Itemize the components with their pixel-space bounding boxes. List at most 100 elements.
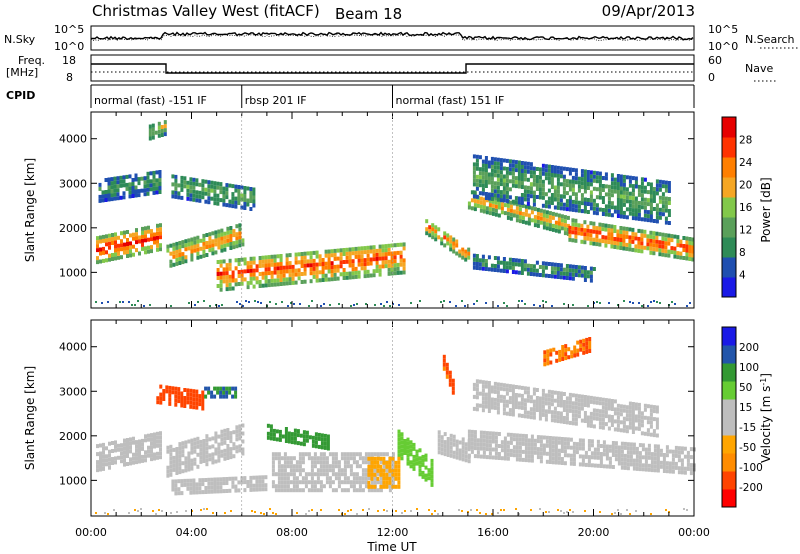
heatmap-cell — [503, 444, 507, 449]
heatmap-cell — [424, 477, 428, 482]
heatmap-cell — [446, 449, 450, 453]
heatmap-cell — [340, 452, 344, 457]
heatmap-cell — [574, 222, 578, 227]
heatmap-cell — [625, 405, 629, 410]
heatmap-cell — [235, 232, 239, 237]
heatmap-cell — [360, 262, 364, 267]
heatmap-cell — [568, 167, 572, 172]
heatmap-cell — [557, 225, 561, 230]
heatmap-cell — [619, 202, 623, 207]
heatmap-cell — [107, 177, 111, 182]
heatmap-cell — [476, 450, 480, 455]
heatmap-cell — [484, 267, 488, 271]
heatmap-cell — [506, 215, 510, 220]
heatmap-cell — [542, 209, 546, 214]
heatmap-cell — [583, 205, 587, 210]
heatmap-cell — [192, 185, 196, 190]
nsky-panel: N.Sky 10^5 10^0 10^5 10^0 N.Search — [4, 23, 798, 53]
heatmap-cell — [378, 272, 382, 277]
heatmap-cell — [658, 195, 662, 200]
heatmap-cell — [156, 235, 159, 240]
heatmap-cell — [616, 411, 620, 416]
heatmap-cell — [131, 190, 135, 194]
heatmap-cell — [104, 178, 108, 182]
heatmap-cell — [406, 457, 410, 462]
heatmap-cell — [505, 387, 509, 392]
heatmap-cell — [240, 281, 244, 286]
heatmap-cell — [184, 468, 188, 473]
heatmap-cell — [541, 167, 545, 172]
heatmap-cell — [235, 437, 239, 442]
heatmap-cell — [388, 488, 392, 493]
heatmap-cell — [550, 177, 554, 181]
heatmap-cell — [481, 408, 485, 413]
heatmap-cell — [626, 462, 630, 467]
heatmap-cell — [529, 174, 533, 179]
heatmap-cell — [473, 199, 477, 204]
heatmap-cell — [219, 275, 223, 280]
heatmap-cell — [153, 236, 156, 241]
heatmap-cell — [526, 267, 530, 272]
heatmap-cell — [568, 276, 572, 281]
heatmap-noise — [383, 305, 385, 307]
heatmap-cell — [664, 245, 668, 250]
heatmap-cell — [217, 233, 221, 238]
heatmap-cell — [310, 480, 314, 485]
heatmap-cell — [544, 401, 548, 406]
heatmap-cell — [169, 448, 173, 453]
heatmap-cell — [366, 253, 370, 258]
heatmap-cell — [207, 481, 211, 486]
heatmap-cell — [652, 251, 656, 256]
heatmap-cell — [478, 262, 482, 267]
heatmap-cell — [517, 262, 521, 267]
heatmap-cell — [123, 230, 126, 235]
heatmap-cell — [291, 280, 295, 285]
heatmap-cell — [123, 450, 126, 455]
heatmap-cell — [210, 184, 214, 189]
heatmap-cell — [671, 465, 675, 470]
heatmap-cell — [240, 476, 244, 481]
heatmap-cell — [292, 472, 296, 477]
heatmap-noise — [386, 510, 388, 512]
heatmap-cell — [604, 208, 608, 213]
heatmap-cell — [574, 401, 578, 406]
heatmap-cell — [571, 401, 575, 406]
heatmap-cell — [523, 402, 527, 407]
heatmap-cell — [409, 452, 413, 457]
heatmap-cell — [372, 249, 376, 254]
heatmap-cell — [378, 244, 382, 249]
heatmap-cell — [102, 446, 105, 451]
heatmap-cell — [592, 178, 596, 183]
heatmap-cell — [505, 198, 509, 203]
heatmap-cell — [443, 448, 447, 453]
heatmap-cell — [226, 456, 230, 460]
heatmap-cell — [220, 449, 224, 454]
heatmap-cell — [556, 189, 560, 194]
heatmap-cell — [652, 199, 656, 203]
heatmap-cell — [683, 446, 687, 451]
heatmap-noise — [665, 509, 667, 511]
heatmap-cell — [146, 191, 150, 196]
heatmap-cell — [493, 157, 497, 162]
heatmap-cell — [567, 347, 571, 352]
heatmap-cell — [192, 189, 196, 194]
heatmap-cell — [622, 190, 626, 195]
heatmap-cell — [524, 446, 528, 451]
colorbar-segment — [722, 237, 736, 258]
heatmap-cell — [225, 183, 229, 188]
heatmap-noise — [479, 512, 481, 514]
heatmap-cell — [393, 243, 397, 248]
heatmap-cell — [264, 475, 268, 480]
heatmap-cell — [298, 452, 302, 457]
heatmap-cell — [181, 441, 185, 446]
heatmap-cell — [494, 204, 498, 209]
heatmap-cell — [126, 442, 129, 446]
heatmap-cell — [646, 416, 650, 421]
heatmap-cell — [283, 460, 287, 465]
heatmap-cell — [481, 392, 485, 397]
heatmap-cell — [656, 448, 660, 453]
heatmap-cell — [219, 477, 223, 482]
heatmap-cell — [671, 469, 675, 474]
heatmap-cell — [349, 456, 353, 461]
heatmap-cell — [293, 440, 297, 445]
